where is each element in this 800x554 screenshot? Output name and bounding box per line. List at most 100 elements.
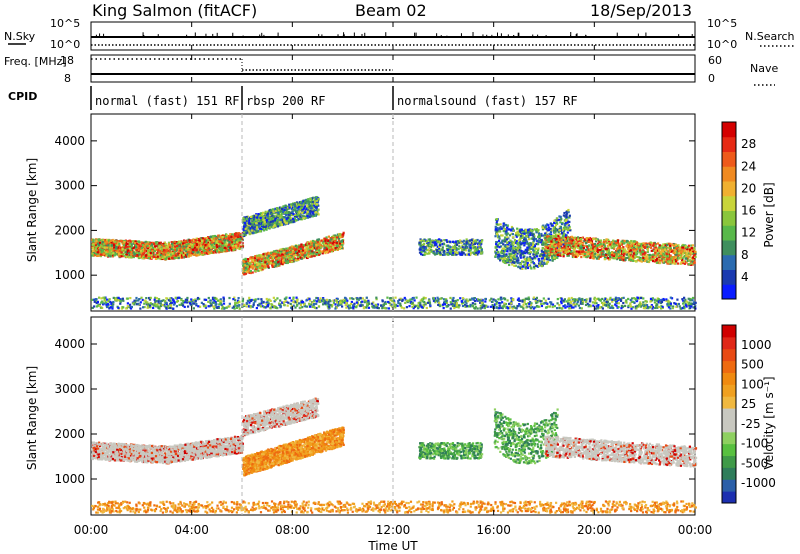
power-patch	[149, 257, 152, 260]
power-patch	[306, 204, 309, 208]
power-patch	[170, 256, 174, 259]
power-patch	[284, 258, 287, 261]
power-patch	[280, 260, 283, 263]
power-patch	[514, 261, 517, 264]
power-patch	[106, 248, 109, 251]
power-patch	[202, 242, 205, 245]
power-patch	[177, 256, 180, 260]
power-patch	[261, 259, 264, 262]
power-patch	[133, 253, 136, 256]
power-patch	[255, 227, 258, 231]
power-patch	[438, 245, 441, 249]
power-patch	[183, 254, 187, 257]
power-patch	[163, 253, 166, 256]
power-patch	[249, 271, 252, 275]
power-patch	[476, 250, 479, 253]
power-patch	[516, 243, 519, 246]
power-patch	[286, 249, 289, 252]
power-patch	[325, 241, 328, 244]
power-patch	[249, 262, 252, 265]
power-patch	[287, 211, 290, 214]
power-patch	[285, 247, 288, 250]
power-patch	[207, 239, 210, 242]
power-patch	[165, 247, 168, 250]
power-patch	[318, 246, 321, 249]
power-patch	[427, 248, 430, 252]
power-patch	[434, 239, 437, 242]
power-patch	[253, 220, 256, 223]
power-patch	[143, 250, 147, 253]
power-patch	[192, 239, 195, 242]
power-patch	[467, 253, 470, 256]
power-patch	[139, 249, 143, 252]
power-patch	[258, 225, 261, 228]
power-patch	[244, 259, 247, 262]
power-patch	[227, 235, 231, 238]
power-patch	[442, 243, 446, 246]
power-patch	[121, 255, 125, 258]
power-patch	[304, 216, 308, 219]
power-patch	[105, 244, 108, 247]
power-patch	[313, 240, 316, 244]
power-patch	[203, 246, 206, 249]
power-patch	[205, 241, 208, 244]
power-patch	[315, 213, 318, 216]
power-patch	[159, 250, 162, 253]
power-patch	[306, 198, 309, 201]
power-patch	[180, 251, 183, 255]
power-patch	[460, 241, 463, 244]
power-patch	[524, 250, 527, 253]
power-patch	[280, 215, 283, 218]
power-patch	[259, 218, 263, 222]
power-patch	[118, 251, 121, 254]
power-patch	[175, 240, 178, 244]
power-patch	[308, 204, 311, 207]
power-patch	[262, 224, 265, 227]
power-patch	[321, 252, 324, 255]
power-patch	[309, 197, 312, 200]
power-patch	[500, 234, 503, 237]
power-patch	[460, 252, 464, 256]
power-patch	[244, 228, 247, 231]
power-patch	[239, 234, 242, 237]
power-patch	[418, 243, 421, 246]
power-patch	[270, 212, 274, 216]
power-patch	[253, 223, 256, 226]
power-patch	[313, 244, 316, 247]
power-patch	[225, 244, 228, 247]
power-patch	[252, 214, 256, 218]
power-patch	[274, 264, 277, 268]
power-patch	[104, 253, 107, 256]
noise-right-tick-top: 10^5	[707, 17, 737, 30]
power-patch	[121, 249, 124, 252]
power-patch	[333, 240, 337, 243]
power-patch	[173, 252, 176, 255]
power-patch	[209, 239, 212, 242]
power-patch	[544, 227, 547, 230]
power-patch	[339, 247, 342, 250]
power-patch	[101, 238, 104, 242]
power-patch	[138, 251, 141, 254]
power-patch	[342, 231, 345, 234]
power-patch	[203, 238, 206, 241]
power-patch	[215, 236, 218, 239]
power-patch	[173, 257, 176, 260]
power-patch	[118, 244, 121, 248]
power-patch	[262, 261, 265, 264]
power-patch	[540, 249, 543, 252]
power-patch	[298, 209, 301, 212]
power-patch	[110, 241, 113, 244]
power-patch	[506, 255, 510, 258]
power-patch	[253, 261, 256, 264]
power-patch	[283, 220, 286, 223]
power-patch	[312, 243, 315, 246]
power-patch	[124, 251, 127, 254]
power-patch	[151, 249, 154, 252]
power-patch	[255, 226, 259, 229]
power-patch	[261, 264, 264, 268]
power-patch	[174, 245, 177, 248]
power-patch	[185, 250, 188, 253]
power-patch	[109, 252, 112, 255]
power-patch	[222, 238, 225, 241]
power-patch	[274, 255, 278, 258]
